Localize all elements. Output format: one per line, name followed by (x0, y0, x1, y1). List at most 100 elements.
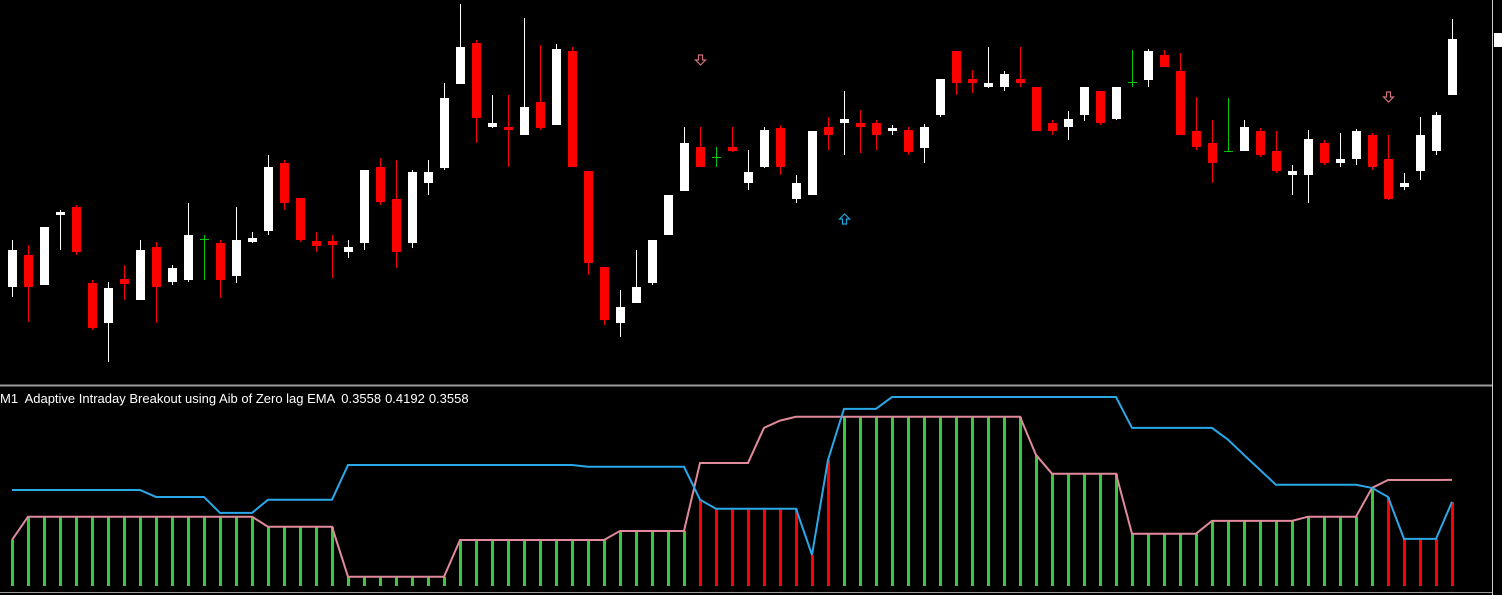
candle-body (1272, 151, 1281, 171)
indicator-value: 0.3558 (341, 391, 381, 406)
candle-body (488, 123, 497, 127)
candle-body (296, 198, 305, 240)
candle-body (632, 287, 641, 303)
indicator-pane (11, 396, 1454, 586)
candle-body (424, 172, 433, 183)
indicator-value: 0.3558 (429, 391, 469, 406)
candle-body (952, 51, 961, 83)
candle-body (168, 268, 177, 282)
candle-body (1176, 71, 1185, 135)
candle-body (56, 212, 65, 215)
candle-body (920, 127, 929, 148)
candle-body (1336, 159, 1345, 163)
candle-body (504, 127, 513, 130)
candle-body (696, 147, 705, 167)
candle-body (1160, 55, 1169, 67)
candle-body (264, 167, 273, 231)
candle-body (312, 241, 321, 246)
candle-body (408, 172, 417, 243)
candle-body (1064, 119, 1073, 127)
candle-body (1400, 183, 1409, 187)
candle-body (152, 247, 161, 287)
candle-body (216, 243, 225, 280)
candle-body (456, 47, 465, 84)
candle-body (744, 172, 753, 183)
candle-body (1448, 39, 1457, 95)
candle-body (584, 171, 593, 263)
candle-body (1096, 91, 1105, 123)
candle-body (872, 123, 881, 135)
candle-body (536, 102, 545, 128)
candle-body (1304, 139, 1313, 175)
candle-body (760, 130, 769, 167)
candle-body (792, 183, 801, 199)
candle-body (664, 195, 673, 235)
candle-body (1000, 74, 1009, 87)
candle-body (520, 107, 529, 135)
candle-body (984, 83, 993, 87)
candle-body (1256, 131, 1265, 155)
signal-arrow (694, 54, 707, 66)
signal-arrow (1382, 91, 1395, 103)
indicator-label: M1 Adaptive Intraday Breakout using Aib … (0, 391, 336, 406)
candle-body (856, 123, 865, 127)
candle-body (1416, 135, 1425, 171)
candle-body (1288, 171, 1297, 175)
indicator-line (11, 415, 1453, 578)
candle-body (1432, 115, 1441, 151)
candle-body (248, 238, 257, 242)
candle-body (376, 167, 385, 202)
candle-body (776, 128, 785, 167)
candle-body (72, 207, 81, 252)
candle-body (104, 288, 113, 323)
candle-body (1208, 143, 1217, 163)
candle-body (280, 163, 289, 203)
candle-body (888, 128, 897, 131)
candle-body (1352, 131, 1361, 159)
candle-body (1384, 159, 1393, 199)
candle-body (1080, 87, 1089, 115)
candle-body (1240, 127, 1249, 151)
candle-body (440, 98, 449, 168)
candle-body (968, 79, 977, 83)
candle-body (600, 267, 609, 320)
candle-body (24, 255, 33, 287)
candle-body (1192, 131, 1201, 147)
candle-body (840, 119, 849, 123)
candle-body (824, 127, 833, 135)
candle-body (728, 147, 737, 151)
candle-body (392, 199, 401, 252)
candle-body (184, 235, 193, 280)
candle-body (1368, 135, 1377, 167)
candle-body (568, 51, 577, 167)
price-marker (1494, 33, 1502, 47)
candle-body (648, 240, 657, 283)
candle-body (1032, 87, 1041, 131)
candle-body (472, 43, 481, 118)
candle-body (120, 279, 129, 284)
indicator-line (12, 396, 1453, 556)
candle-body (8, 250, 17, 287)
candle-body (360, 170, 369, 243)
price-pane (8, 4, 1457, 362)
candle-body (936, 79, 945, 115)
candle-body (40, 227, 49, 285)
candle-body (1048, 123, 1057, 131)
candle-body (344, 247, 353, 252)
signal-arrow (838, 213, 851, 225)
candle-body (1016, 79, 1025, 83)
indicator-value: 0.4192 (385, 391, 425, 406)
candle-body (616, 307, 625, 323)
candle-body (232, 240, 241, 276)
candle-body (680, 143, 689, 191)
candle-body (136, 250, 145, 300)
candle-body (904, 130, 913, 152)
candle-body (88, 283, 97, 328)
candle-body (328, 241, 337, 245)
candle-body (1144, 51, 1153, 80)
candle-body (1112, 87, 1121, 119)
candle-body (552, 49, 561, 125)
candle-body (808, 131, 817, 195)
